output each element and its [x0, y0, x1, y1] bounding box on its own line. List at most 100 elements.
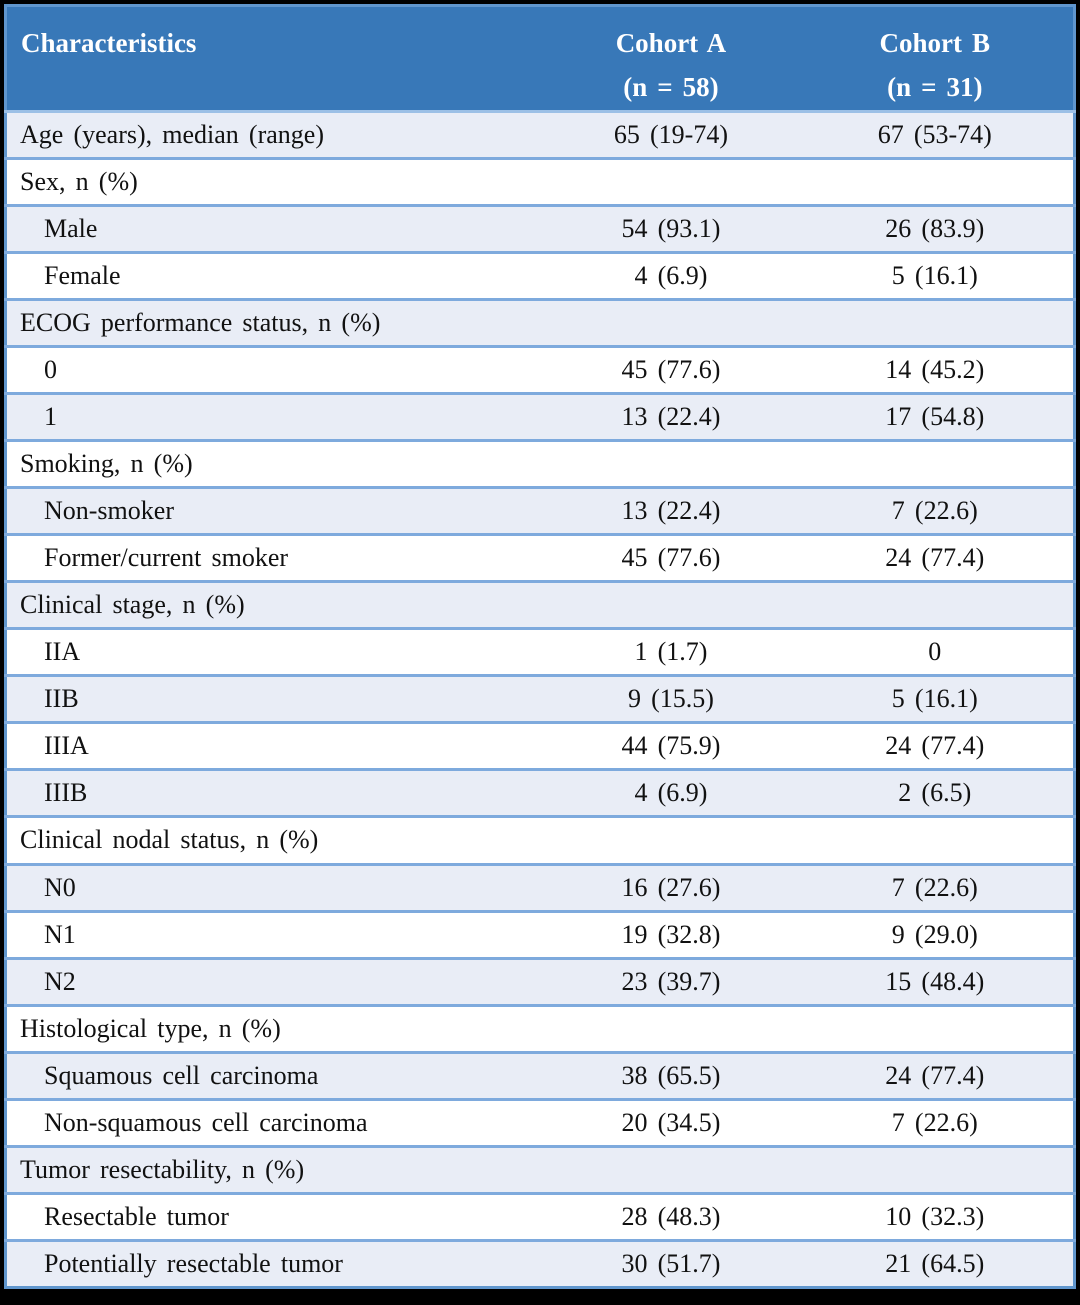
- column-header-characteristics: Characteristics: [5, 5, 546, 113]
- cohort-a-value: 19 (32.8): [545, 909, 797, 959]
- row-label: ECOG performance status, n (%): [5, 298, 546, 347]
- table-row: Former/current smoker 45 (77.6) 24 (77.4): [5, 533, 1075, 582]
- row-label: IIIB: [5, 768, 546, 817]
- cohort-b-value: 21 (64.5): [796, 1238, 1075, 1288]
- table-row: Male 54 (93.1) 26 (83.9): [5, 204, 1075, 253]
- table-row: N2 23 (39.7) 15 (48.4): [5, 956, 1075, 1006]
- row-label: Clinical stage, n (%): [5, 580, 546, 629]
- cohort-b-value: [796, 157, 1075, 206]
- cohort-a-value: 45 (77.6): [545, 533, 797, 582]
- table-row: Tumor resectability, n (%): [5, 1144, 1075, 1194]
- row-label: Squamous cell carcinoma: [5, 1050, 546, 1100]
- table-row: Smoking, n (%): [5, 439, 1075, 488]
- cohort-a-value: 44 (75.9): [545, 721, 797, 770]
- row-label: IIB: [5, 674, 546, 723]
- table-row: Clinical nodal status, n (%): [5, 815, 1075, 864]
- cohort-b-value: [796, 298, 1075, 347]
- row-label: Non-smoker: [5, 486, 546, 535]
- cohort-b-value: 7 (22.6): [796, 862, 1075, 912]
- row-label: Smoking, n (%): [5, 439, 546, 488]
- cohort-a-value: 13 (22.4): [545, 392, 797, 441]
- cohort-b-value: 5 (16.1): [796, 251, 1075, 300]
- table-body: Age (years), median (range) 65 (19-74) 67 …: [5, 111, 1075, 1288]
- row-label: N0: [5, 862, 546, 912]
- baseline-characteristics-table: Characteristics Cohort A (n = 58) Cohort…: [4, 4, 1076, 1289]
- table-row: 1 13 (22.4) 17 (54.8): [5, 392, 1075, 441]
- header-row: Characteristics Cohort A (n = 58) Cohort…: [5, 5, 1075, 113]
- cohort-a-value: [545, 1144, 797, 1194]
- cohort-b-value: 26 (83.9): [796, 204, 1075, 253]
- table-row: Female 4 (6.9) 5 (16.1): [5, 251, 1075, 300]
- cohort-a-value: [545, 439, 797, 488]
- table-row: IIA 1 (1.7) 0: [5, 627, 1075, 676]
- cohort-b-value: 67 (53-74): [877, 120, 992, 150]
- cohort-b-value: [796, 580, 1075, 629]
- row-label: Tumor resectability, n (%): [5, 1144, 546, 1194]
- row-label: Clinical nodal status, n (%): [5, 815, 546, 864]
- row-label: Resectable tumor: [5, 1191, 546, 1241]
- cohort-b-value: 9 (29.0): [796, 909, 1075, 959]
- cohort-b-value: 7 (22.6): [796, 486, 1075, 535]
- row-label: Potentially resectable tumor: [5, 1238, 546, 1288]
- cohort-b-value: 24 (77.4): [796, 721, 1075, 770]
- cohort-b-value: 15 (48.4): [796, 956, 1075, 1006]
- cohort-a-value: 38 (65.5): [545, 1050, 797, 1100]
- row-label: 0: [5, 345, 546, 394]
- cohort-a-value: 30 (51.7): [545, 1238, 797, 1288]
- cohort-a-value: 28 (48.3): [545, 1191, 797, 1241]
- cohort-a-value: 4 (6.9): [545, 768, 797, 817]
- row-label: Age (years), median (range): [20, 120, 324, 150]
- table-row: N0 16 (27.6) 7 (22.6): [5, 862, 1075, 912]
- cohort-b-value: 7 (22.6): [796, 1097, 1075, 1147]
- cohort-a-value: [545, 580, 797, 629]
- table-row: Squamous cell carcinoma 38 (65.5) 24 (77.4…: [5, 1050, 1075, 1100]
- row-label: 1: [5, 392, 546, 441]
- cohort-b-value: 10 (32.3): [796, 1191, 1075, 1241]
- cohort-a-value: 54 (93.1): [545, 204, 797, 253]
- row-label: IIA: [5, 627, 546, 676]
- cohort-a-value: 20 (34.5): [545, 1097, 797, 1147]
- cohort-a-value: [545, 1003, 797, 1053]
- cohort-a-value: [545, 298, 797, 347]
- cohort-b-value: 24 (77.4): [796, 1050, 1075, 1100]
- row-label: Non-squamous cell carcinoma: [5, 1097, 546, 1147]
- table-row: Resectable tumor 28 (48.3) 10 (32.3): [5, 1191, 1075, 1241]
- cohort-b-n: (n = 31): [887, 72, 983, 102]
- table-row: Age (years), median (range) 65 (19-74) 67 …: [5, 111, 1075, 159]
- table-row: ECOG performance status, n (%): [5, 298, 1075, 347]
- cohort-a-value: 65 (19-74): [613, 120, 728, 150]
- cohort-a-n: (n = 58): [623, 72, 719, 102]
- cohort-b-value: 5 (16.1): [796, 674, 1075, 723]
- row-label: IIIA: [5, 721, 546, 770]
- table-row: Clinical stage, n (%): [5, 580, 1075, 629]
- cohort-a-value: 4 (6.9): [545, 251, 797, 300]
- cohort-b-value: 24 (77.4): [796, 533, 1075, 582]
- row-label: N2: [5, 956, 546, 1006]
- cohort-a-value: 23 (39.7): [545, 956, 797, 1006]
- column-header-cohort-b: Cohort B (n = 31): [796, 5, 1075, 113]
- table-row: Sex, n (%): [5, 157, 1075, 206]
- cohort-b-value: [796, 815, 1075, 864]
- row-label: Female: [5, 251, 546, 300]
- cohort-a-value: [545, 157, 797, 206]
- cohort-a-value: 9 (15.5): [545, 674, 797, 723]
- cohort-b-value: 17 (54.8): [796, 392, 1075, 441]
- cohort-a-value: 13 (22.4): [545, 486, 797, 535]
- table-header: Characteristics Cohort A (n = 58) Cohort…: [5, 5, 1075, 113]
- table-row: Potentially resectable tumor 30 (51.7) 21 …: [5, 1238, 1075, 1288]
- cohort-b-value: [796, 439, 1075, 488]
- table-row: IIB 9 (15.5) 5 (16.1): [5, 674, 1075, 723]
- cohort-b-value: [796, 1144, 1075, 1194]
- cohort-b-value: [796, 1003, 1075, 1053]
- cohort-a-value: 1 (1.7): [545, 627, 797, 676]
- cohort-b-value: 0: [796, 627, 1075, 676]
- cohort-b-name: Cohort B: [879, 28, 991, 58]
- table-row: IIIB 4 (6.9) 2 (6.5): [5, 768, 1075, 817]
- table-row: Histological type, n (%): [5, 1003, 1075, 1053]
- cohort-a-name: Cohort A: [615, 28, 727, 58]
- column-header-cohort-a: Cohort A (n = 58): [545, 5, 797, 113]
- row-label: Sex, n (%): [5, 157, 546, 206]
- table-row: IIIA 44 (75.9) 24 (77.4): [5, 721, 1075, 770]
- table-row: N1 19 (32.8) 9 (29.0): [5, 909, 1075, 959]
